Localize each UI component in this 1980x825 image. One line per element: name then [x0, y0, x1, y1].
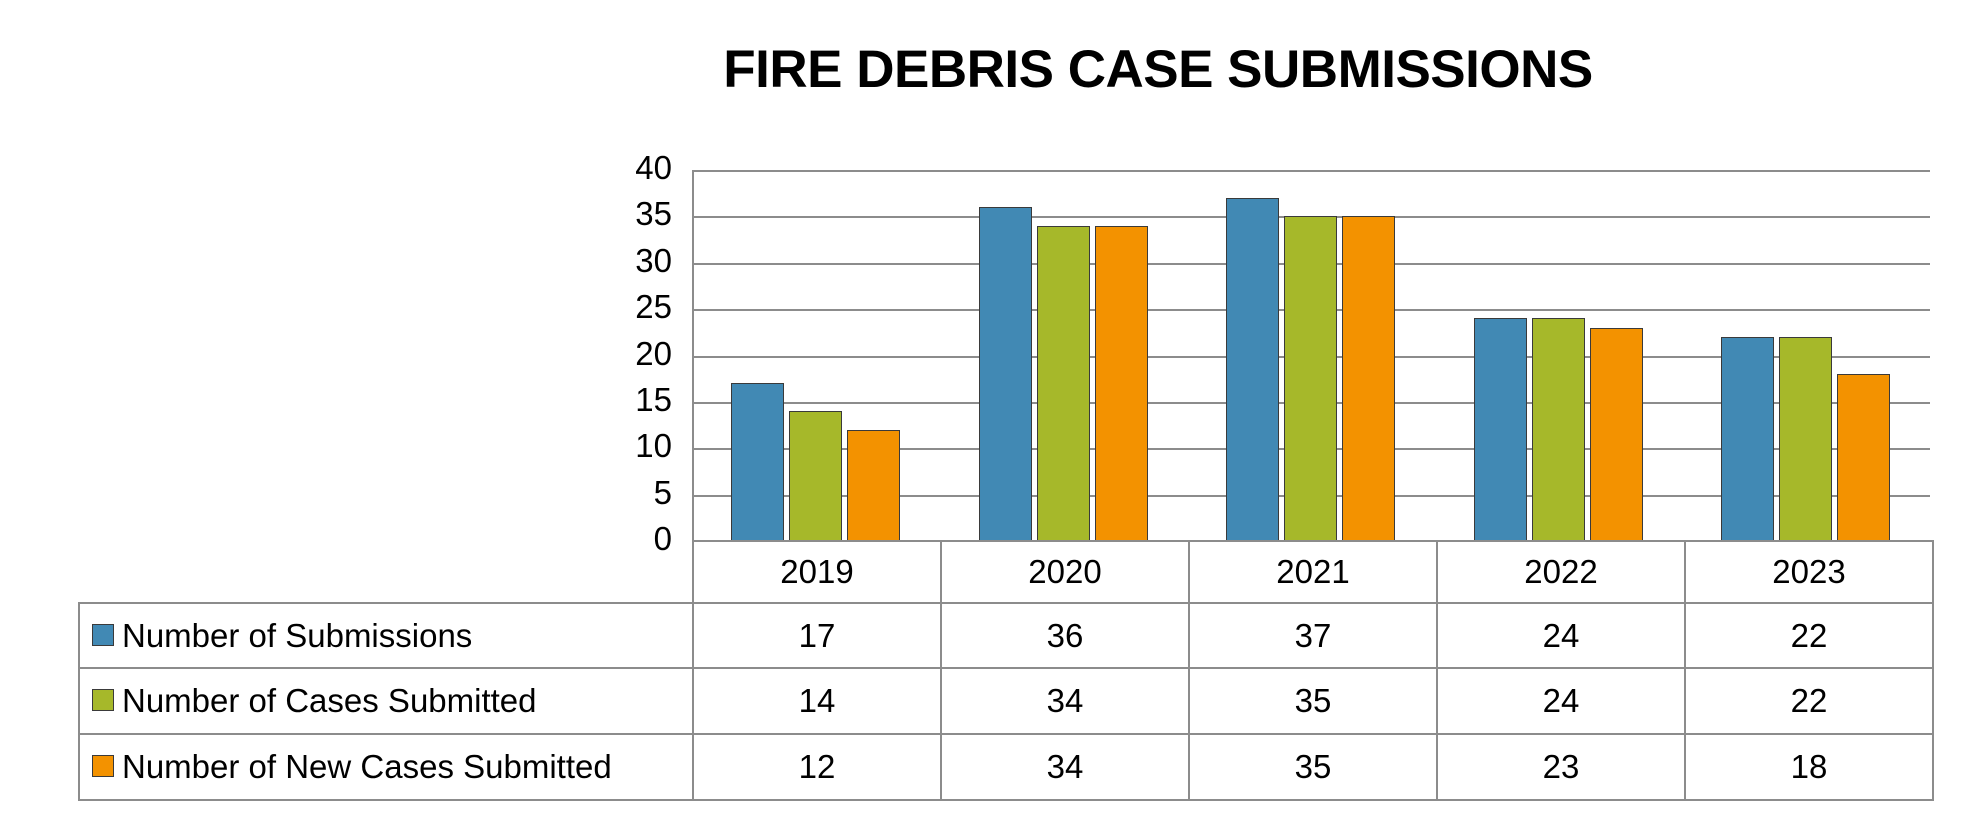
table-cell: 36	[940, 602, 1190, 669]
bar	[1226, 197, 1280, 542]
legend-item-cases-submitted: Number of Cases Submitted	[78, 667, 694, 735]
chart-title: FIRE DEBRIS CASE SUBMISSIONS	[723, 40, 1593, 99]
table-cell: 34	[940, 733, 1190, 801]
y-tick-label: 35	[635, 195, 672, 233]
bar	[1721, 336, 1775, 542]
bar	[1531, 318, 1585, 542]
table-header-cell: 2019	[692, 540, 942, 604]
legend-item-submissions: Number of Submissions	[78, 602, 694, 669]
y-tick-label: 30	[635, 241, 672, 279]
bar	[1036, 225, 1090, 542]
bar	[731, 383, 784, 542]
legend-swatch-icon	[92, 755, 114, 778]
bar	[789, 411, 842, 542]
table-header-cell: 2020	[940, 540, 1190, 604]
table-cell: 17	[692, 602, 942, 669]
table-row: Number of Submissions 17 36 37 24 22	[78, 602, 1934, 669]
table-cell: 14	[692, 667, 942, 735]
table-cell: 24	[1436, 602, 1686, 669]
table-cell: 24	[1436, 667, 1686, 735]
bar	[1342, 216, 1396, 542]
row-label: Number of Cases Submitted	[122, 682, 537, 719]
bar	[1284, 216, 1338, 542]
y-tick-label: 15	[635, 380, 672, 418]
table-cell: 22	[1684, 602, 1934, 669]
table-cell: 22	[1684, 667, 1934, 735]
table-cell: 35	[1188, 667, 1438, 735]
y-tick-label: 20	[635, 334, 672, 372]
y-tick-label: 5	[653, 473, 672, 511]
table-cell: 18	[1684, 733, 1934, 801]
bar	[847, 429, 900, 542]
bar	[1589, 327, 1643, 542]
table-header-cell: 2022	[1436, 540, 1686, 604]
table-row: Number of Cases Submitted 14 34 35 24 22	[78, 667, 1934, 735]
legend-swatch-icon	[92, 689, 114, 712]
table-header-cell: 2023	[1684, 540, 1934, 604]
bar	[978, 207, 1032, 542]
y-tick-label: 40	[635, 149, 672, 186]
legend-swatch-icon	[92, 623, 114, 646]
table-corner	[79, 541, 694, 603]
row-label: Number of Submissions	[122, 616, 473, 654]
table-cell: 23	[1436, 733, 1686, 801]
y-tick-label: 10	[635, 427, 672, 465]
table-header-cell: 2021	[1188, 540, 1438, 604]
table-cell: 12	[692, 733, 942, 801]
table-cell: 37	[1188, 602, 1438, 669]
table-cell: 34	[940, 667, 1190, 735]
y-tick-label: 25	[635, 288, 672, 326]
bar	[1094, 225, 1148, 542]
plot-area	[692, 170, 1930, 542]
bar	[1473, 318, 1527, 542]
bar	[1779, 336, 1833, 542]
row-label: Number of New Cases Submitted	[122, 748, 612, 785]
data-table: 2019 2020 2021 2022 2023 Number of Submi…	[78, 540, 1934, 801]
bar	[1837, 374, 1891, 542]
table-row: Number of New Cases Submitted 12 34 35 2…	[78, 733, 1934, 801]
table-cell: 35	[1188, 733, 1438, 801]
legend-item-new-cases-submitted: Number of New Cases Submitted	[78, 733, 694, 801]
table-header-row: 2019 2020 2021 2022 2023	[79, 540, 1934, 604]
